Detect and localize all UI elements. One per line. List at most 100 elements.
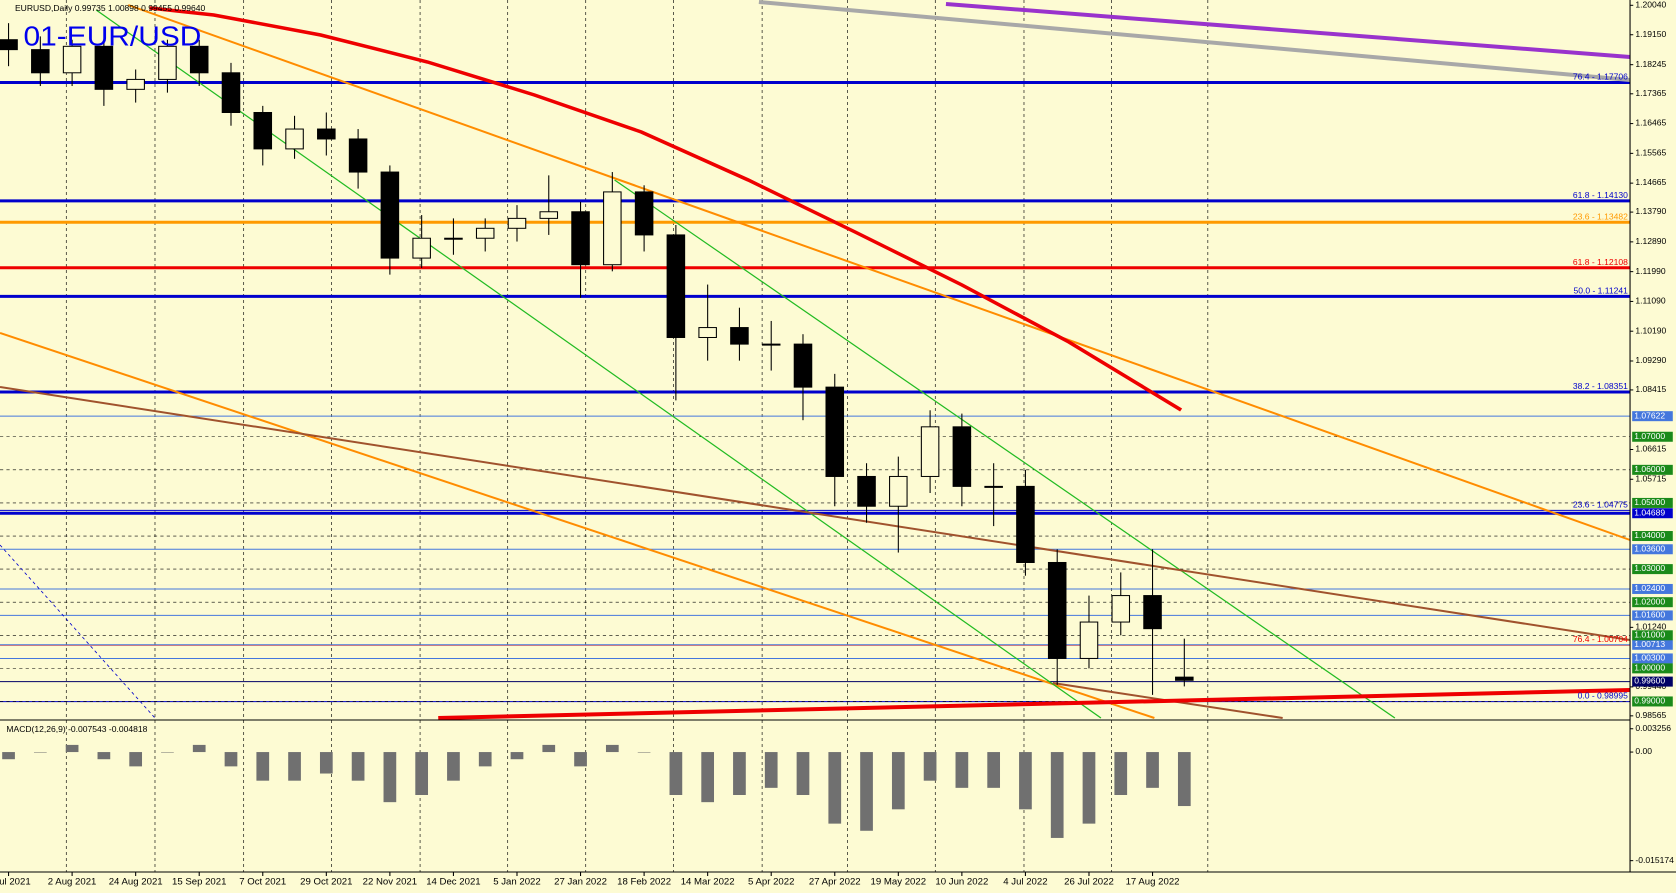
macd-bar	[478, 752, 492, 767]
x-tick-label: 24 Aug 2021	[109, 877, 163, 887]
macd-bar	[987, 752, 1001, 788]
candle-body	[62, 45, 82, 74]
level-box	[1632, 610, 1673, 621]
candle-body	[1175, 676, 1194, 681]
chart-title: 01-EUR/USD	[24, 21, 202, 52]
level-box	[1632, 663, 1673, 674]
macd-bar	[288, 752, 301, 781]
x-tick-label: 18 Feb 2022	[617, 877, 671, 887]
level-label: 1.07000	[1634, 432, 1665, 441]
level-label: 1.03000	[1634, 564, 1665, 573]
y-tick-label: 0.003256	[1635, 724, 1671, 733]
macd-bar	[955, 752, 969, 788]
trendline	[438, 688, 1631, 720]
x-tick-label: 17 Aug 2022	[1126, 877, 1180, 887]
trendline	[758, 0, 1631, 82]
macd-bar	[605, 744, 619, 753]
candle-body	[1016, 485, 1035, 563]
candle-body	[444, 237, 463, 240]
level-label: 1.00000	[1634, 664, 1665, 673]
candle-body	[380, 171, 400, 259]
level-label: 1.01600	[1634, 611, 1665, 620]
x-tick-label: 27 Apr 2022	[809, 877, 861, 887]
level-box	[1632, 564, 1673, 575]
level-box	[1632, 411, 1673, 422]
candle-body	[158, 45, 177, 80]
macd-bar	[1019, 752, 1032, 810]
candle-body	[825, 386, 845, 477]
candle-body	[94, 45, 114, 90]
y-tick-label: 1.05715	[1635, 475, 1666, 484]
candle-body	[0, 39, 18, 51]
trendline	[0, 386, 1631, 641]
trendline	[945, 2, 1631, 59]
x-tick-label: 10 Jun 2022	[935, 877, 988, 887]
x-tick-label: 26 Jul 2022	[1064, 877, 1114, 887]
level-label: 1.04689	[1634, 509, 1665, 518]
level-label: 1.01000	[1634, 631, 1665, 640]
macd-bar	[1082, 752, 1096, 824]
level-box	[1632, 597, 1673, 608]
level-box	[1632, 497, 1673, 508]
macd-bar	[574, 752, 587, 767]
macd-bar	[637, 752, 651, 753]
y-tick-label: 1.08415	[1635, 385, 1666, 394]
macd-bar	[447, 752, 460, 781]
trendline	[127, 4, 1631, 541]
macd-bar	[383, 752, 397, 803]
header: EURUSD,Daily 0.99735 1.00898 0.99455 0.9…	[15, 4, 206, 13]
candle-body	[412, 237, 431, 259]
level-box	[1632, 544, 1673, 555]
candle-body	[539, 211, 559, 219]
level-label: 1.03600	[1634, 545, 1665, 554]
level-label: 23.6 - 1.04775	[1573, 501, 1628, 510]
macd-bar	[129, 752, 143, 767]
y-tick-label: 1.11090	[1635, 297, 1666, 306]
level-box	[1632, 676, 1673, 687]
macd-bar	[510, 752, 524, 760]
macd-bar	[256, 752, 270, 781]
y-tick-label: -0.015174	[1635, 856, 1674, 865]
y-tick-label: 1.01240	[1635, 623, 1666, 632]
y-tick-label: 1.16465	[1635, 119, 1666, 128]
candle-body	[1143, 595, 1162, 630]
x-tick-label: 27 Jan 2022	[554, 877, 607, 887]
macd-bar	[415, 752, 429, 795]
candle-body	[761, 343, 781, 346]
candle-body	[1047, 561, 1067, 659]
trendlines	[0, 0, 1631, 720]
level-label: 50.0 - 1.11241	[1573, 287, 1628, 296]
macd-bar	[669, 752, 683, 795]
level-box	[1632, 583, 1673, 594]
candle-body	[952, 426, 972, 487]
level-label: 1.02000	[1634, 598, 1665, 607]
x-tick-label: 2 Aug 2021	[48, 877, 97, 887]
candle-body	[730, 327, 749, 345]
candle-body	[317, 128, 336, 140]
level-label: 1.00713	[1634, 640, 1665, 649]
x-tick-label: 5 Apr 2022	[748, 877, 794, 887]
level-label: 61.8 - 1.12108	[1573, 258, 1628, 267]
level-label: 76.4 - 1.00704	[1573, 635, 1628, 644]
macd-bar	[65, 744, 79, 753]
level-label: 1.05000	[1634, 498, 1665, 507]
x-tick-label: 29 Oct 2021	[300, 877, 352, 887]
level-label: 0.99000	[1634, 697, 1665, 706]
x-tick-label: 14 Mar 2022	[681, 877, 735, 887]
vertical-grid	[65, 0, 1209, 872]
level-box	[1632, 639, 1673, 650]
level-label: 61.8 - 1.14130	[1573, 191, 1628, 200]
level-label: 23.6 - 1.13482	[1573, 213, 1628, 222]
y-tick-label: 1.06615	[1635, 445, 1666, 454]
level-box	[1632, 431, 1673, 442]
candle-body	[571, 211, 590, 266]
candle-body	[698, 327, 717, 338]
x-tick-label: 15 Sep 2021	[172, 877, 226, 887]
macd-bar	[701, 752, 715, 803]
y-tick-label: 1.15565	[1635, 149, 1666, 158]
y-tick-label: 1.20040	[1635, 1, 1666, 10]
y-tick-label: 1.19150	[1635, 30, 1666, 39]
macd-bar	[33, 752, 47, 753]
candle-body	[31, 49, 50, 74]
